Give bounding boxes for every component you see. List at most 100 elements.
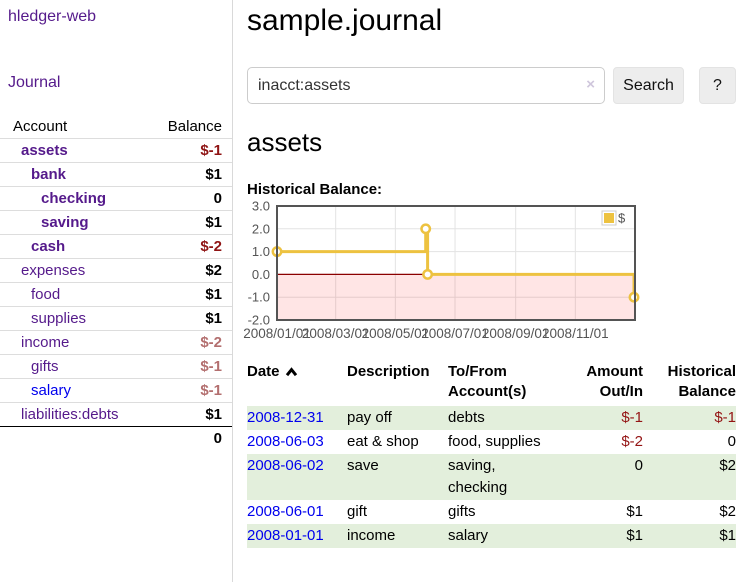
sidebar-account-row: salary $-1 (0, 378, 232, 402)
search-button[interactable]: Search (613, 67, 684, 104)
data-point (420, 223, 432, 235)
transaction-date-link[interactable]: 2008-01-01 (247, 527, 324, 544)
transaction-amount: 0 (634, 457, 643, 474)
transaction-description: save (347, 457, 379, 474)
account-link[interactable]: income (21, 334, 70, 351)
chart-label: Historical Balance: (247, 181, 383, 198)
account-link[interactable]: liabilities:debts (21, 406, 119, 423)
y-tick-label: -2.0 (248, 313, 270, 328)
y-tick-label: 1.0 (252, 244, 270, 259)
data-point (422, 268, 434, 280)
y-tick-label: 0.0 (252, 267, 270, 282)
sidebar: hledger-web Journal Account Balance asse… (0, 0, 233, 582)
x-tick-label: 2008/03/01 (302, 326, 370, 341)
account-link[interactable]: expenses (21, 262, 86, 279)
sidebar-account-row: bank $1 (0, 162, 232, 186)
column-header-date[interactable]: Date (247, 360, 347, 406)
transaction-balance: $1 (719, 527, 736, 544)
transaction-accounts: food, supplies (448, 433, 541, 450)
transaction-accounts: gifts (448, 503, 476, 520)
historical-balance-chart: 3.0 2.0 1.0 0.0 -1.0 -2.02008/01/012008/03/01… (243, 199, 640, 341)
transaction-description: income (347, 527, 396, 544)
transaction-amount: $-1 (621, 409, 643, 426)
transaction-amount: $1 (626, 503, 643, 520)
account-balance: $-1 (200, 358, 222, 375)
transaction-accounts: salary (448, 527, 489, 544)
help-button[interactable]: ? (699, 67, 736, 104)
search-input[interactable] (247, 67, 605, 104)
accounts-list: assets $-1 bank $1 checking 0 saving $1 cash $-2 e… (0, 138, 232, 426)
y-tick-label: 2.0 (252, 221, 270, 236)
transaction-description: gift (347, 503, 368, 520)
accounts-header-account: Account (13, 117, 68, 135)
x-tick-label: 2008/05/01 (362, 326, 430, 341)
clear-search-icon[interactable]: × (586, 76, 595, 93)
accounts-header: Account Balance (0, 114, 232, 138)
sidebar-account-row: checking 0 (0, 186, 232, 210)
account-balance: $2 (205, 262, 222, 279)
sidebar-account-row: gifts $-1 (0, 354, 232, 378)
sidebar-account-row: assets $-1 (0, 138, 232, 162)
legend-label: $ (618, 211, 626, 226)
account-link[interactable]: supplies (31, 310, 87, 327)
x-tick-label: 2008/07/01 (421, 326, 489, 341)
x-tick-label: 2008/01/01 (243, 326, 311, 341)
column-header-description: Description (347, 363, 430, 380)
sidebar-account-row: liabilities:debts $1 (0, 402, 232, 426)
accounts-header-balance: Balance (167, 117, 222, 135)
transaction-row: 2008-06-02 save saving, checking 0 $2 (247, 454, 736, 500)
page-title: sample.journal (247, 4, 443, 37)
search-form: × Search ? (247, 67, 736, 104)
sort-ascending-icon (285, 367, 297, 377)
column-header-amount: Amount Out/In (586, 363, 643, 400)
account-link[interactable]: cash (31, 238, 66, 255)
transaction-balance: 0 (727, 433, 736, 450)
accounts-total-row: 0 (0, 426, 232, 450)
account-link[interactable]: assets (21, 142, 68, 159)
account-link[interactable]: food (31, 286, 61, 303)
sidebar-account-row: saving $1 (0, 210, 232, 234)
column-header-balance: Historical Balance (667, 363, 736, 400)
sidebar-item-journal[interactable]: Journal (8, 74, 61, 91)
column-header-accounts: To/From Account(s) (448, 363, 527, 400)
transaction-balance: $2 (719, 457, 736, 474)
account-link[interactable]: salary (31, 382, 72, 399)
account-link[interactable]: checking (41, 190, 107, 207)
app-brand-link[interactable]: hledger-web (8, 8, 97, 25)
account-balance: $1 (205, 406, 222, 423)
negative-region (277, 274, 635, 320)
account-balance: $-1 (200, 142, 222, 159)
account-link[interactable]: saving (41, 214, 89, 231)
transaction-date-link[interactable]: 2008-06-02 (247, 457, 324, 474)
transaction-accounts: saving, checking (448, 457, 508, 496)
sidebar-account-row: supplies $1 (0, 306, 232, 330)
account-balance: $1 (205, 310, 222, 327)
transaction-description: eat & shop (347, 433, 419, 450)
transaction-balance: $-1 (714, 409, 736, 426)
transaction-balance: $2 (719, 503, 736, 520)
search-box: × (247, 67, 605, 104)
account-balance: $-2 (200, 334, 222, 351)
account-link[interactable]: bank (31, 166, 67, 183)
accounts-tree: Account Balance assets $-1 bank $1 checking 0… (0, 114, 232, 450)
register-table: Date Description To/From Account(s) Amou… (247, 360, 736, 548)
y-tick-label: -1.0 (248, 290, 270, 305)
account-link[interactable]: gifts (31, 358, 59, 375)
account-balance: $-2 (200, 238, 222, 255)
y-tick-label: 3.0 (252, 199, 270, 214)
transaction-row: 2008-06-03 eat & shop food, supplies $-2 0 (247, 430, 736, 454)
account-balance: $-1 (200, 382, 222, 399)
account-balance: $1 (205, 286, 222, 303)
transaction-row: 2008-01-01 income salary $1 $1 (247, 524, 736, 548)
account-balance: 0 (213, 190, 222, 207)
register-header-row: Date Description To/From Account(s) Amou… (247, 360, 736, 406)
transaction-amount: $1 (626, 527, 643, 544)
transaction-date-link[interactable]: 2008-06-03 (247, 433, 324, 450)
transaction-date-link[interactable]: 2008-12-31 (247, 409, 324, 426)
sidebar-account-row: cash $-2 (0, 234, 232, 258)
sidebar-account-row: food $1 (0, 282, 232, 306)
transaction-date-link[interactable]: 2008-06-01 (247, 503, 324, 520)
x-tick-label: 2008/09/01 (482, 326, 550, 341)
chart-border (276, 205, 636, 321)
account-balance: $1 (205, 166, 222, 183)
